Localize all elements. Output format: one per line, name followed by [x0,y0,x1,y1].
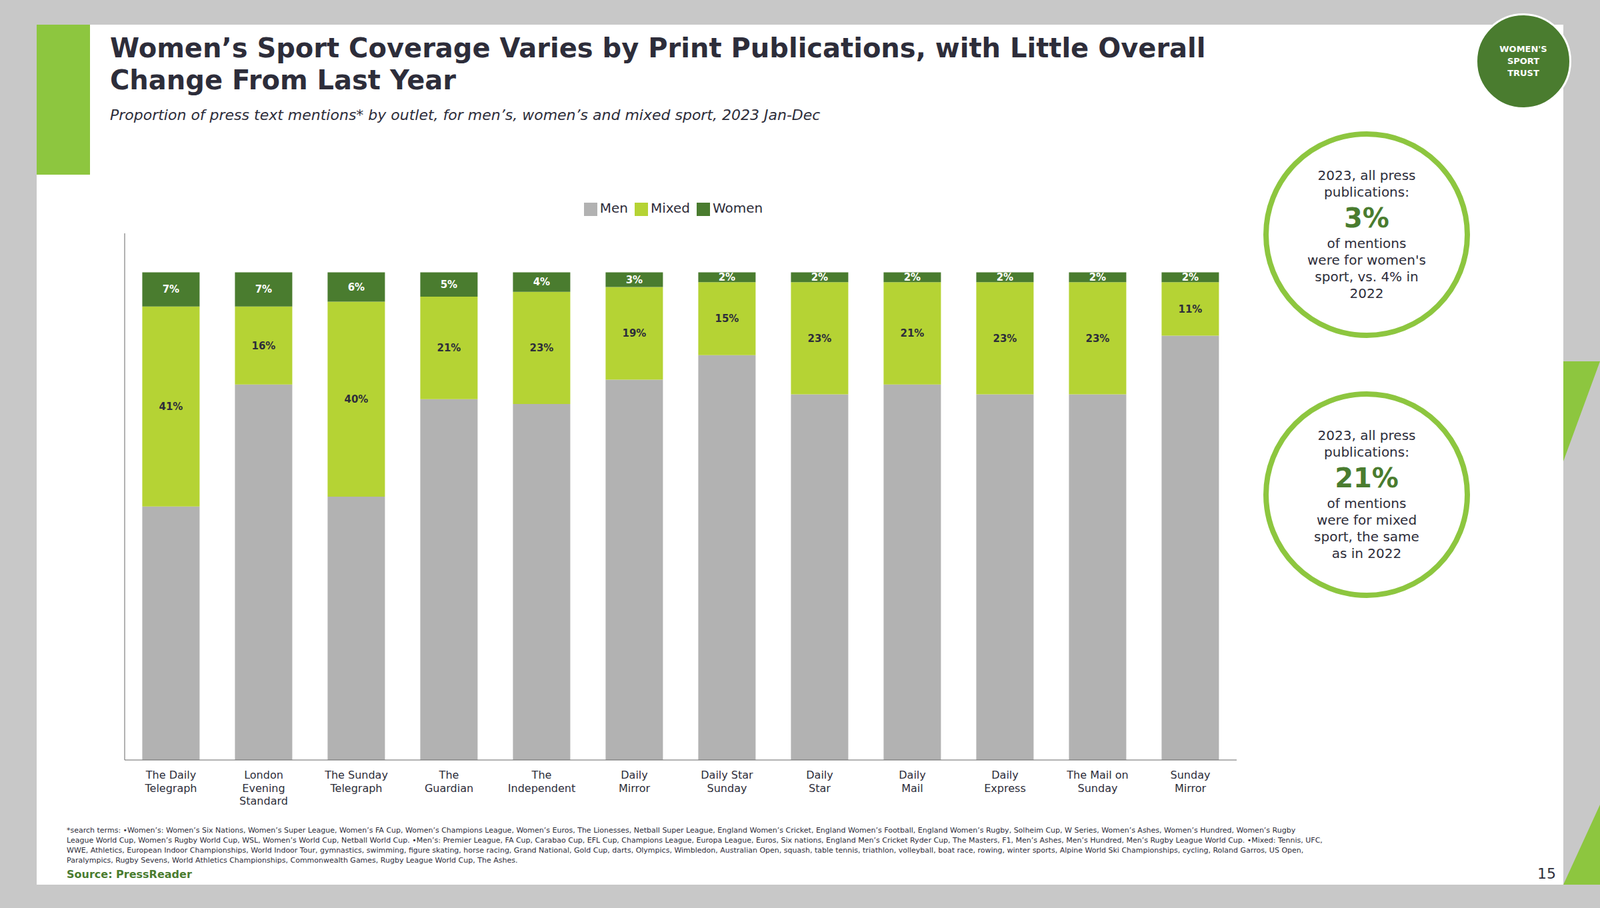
svg-text:DailyStar: DailyStar [806,768,833,794]
svg-text:The DailyTelegraph: The DailyTelegraph [144,768,197,794]
svg-text:SundayMirror: SundayMirror [1170,768,1211,794]
html-text:3%: 3% [1344,202,1390,234]
svg-text:TheIndependent: TheIndependent [508,768,576,794]
html-text:Source: PressReader: Source: PressReader [66,868,192,881]
svg-text:The Mail onSunday: The Mail onSunday [1066,768,1128,794]
html-text:SPORT: SPORT [1507,56,1540,66]
svg-text:Daily StarSunday: Daily StarSunday [700,768,754,794]
svg-text:40%: 40% [344,393,368,406]
html-text:TRUST: TRUST [1507,68,1540,78]
svg-text:TheGuardian: TheGuardian [424,768,474,794]
svg-text:23%: 23% [992,332,1017,345]
svg-text:2%: 2% [904,271,921,284]
html-text:publications:: publications: [1324,444,1410,460]
svg-text:11%: 11% [1178,303,1202,316]
html-text:Men: Men [599,200,628,216]
html-text:15: 15 [1537,865,1556,882]
svg-text:21%: 21% [436,342,461,354]
svg-text:LondonEveningStandard: LondonEveningStandard [239,768,288,807]
svg-text:7%: 7% [162,283,180,296]
html-text:as in 2022: as in 2022 [1331,545,1402,562]
svg-text:DailyMail: DailyMail [898,768,926,794]
html-text:were for women's: were for women's [1307,252,1426,268]
svg-text:4%: 4% [533,276,550,288]
html-text:publications:: publications: [1324,184,1410,200]
svg-text:2%: 2% [811,271,828,284]
svg-text:5%: 5% [440,278,458,291]
svg-text:2%: 2% [1089,271,1106,284]
svg-text:3%: 3% [626,274,643,286]
html-text:of mentions: of mentions [1327,495,1407,512]
html-text:Mixed: Mixed [650,200,690,216]
svg-text:2%: 2% [718,271,736,284]
html-text:*search terms: •Women’s: Women: *search terms: •Women’s: Women’s Six Nat… [66,826,1323,865]
svg-text:DailyExpress: DailyExpress [984,768,1026,794]
html-text:Women’s Sport Coverage Varies: Women’s Sport Coverage Varies by Print P… [110,32,1206,64]
svg-text:7%: 7% [255,283,272,296]
svg-text:16%: 16% [251,340,276,352]
html-text:2023, all press: 2023, all press [1317,427,1416,444]
html-text:Change From Last Year: Change From Last Year [110,64,456,96]
html-text:2022: 2022 [1349,285,1384,302]
svg-text:41%: 41% [158,400,183,413]
html-text:Women: Women [712,200,763,216]
html-text:were for mixed: were for mixed [1316,512,1417,528]
svg-text:23%: 23% [529,342,554,354]
svg-text:6%: 6% [348,281,365,294]
svg-text:The SundayTelegraph: The SundayTelegraph [324,768,388,794]
svg-text:23%: 23% [1085,332,1110,345]
html-text:WOMEN'S: WOMEN'S [1499,44,1548,54]
svg-text:DailyMirror: DailyMirror [618,768,651,794]
html-text:21%: 21% [1334,462,1399,494]
svg-text:23%: 23% [807,332,832,345]
html-text:Proportion of press text menti: Proportion of press text mentions* by ou… [110,106,821,124]
svg-text:19%: 19% [622,327,646,340]
svg-text:2%: 2% [996,271,1014,284]
svg-text:2%: 2% [1182,271,1199,284]
html-text:2023, all press: 2023, all press [1317,167,1416,184]
html-text:of mentions: of mentions [1327,235,1407,252]
svg-text:21%: 21% [900,327,924,340]
svg-text:15%: 15% [714,312,739,325]
html-text:sport, vs. 4% in: sport, vs. 4% in [1314,268,1419,285]
html-text:sport, the same: sport, the same [1314,528,1420,545]
